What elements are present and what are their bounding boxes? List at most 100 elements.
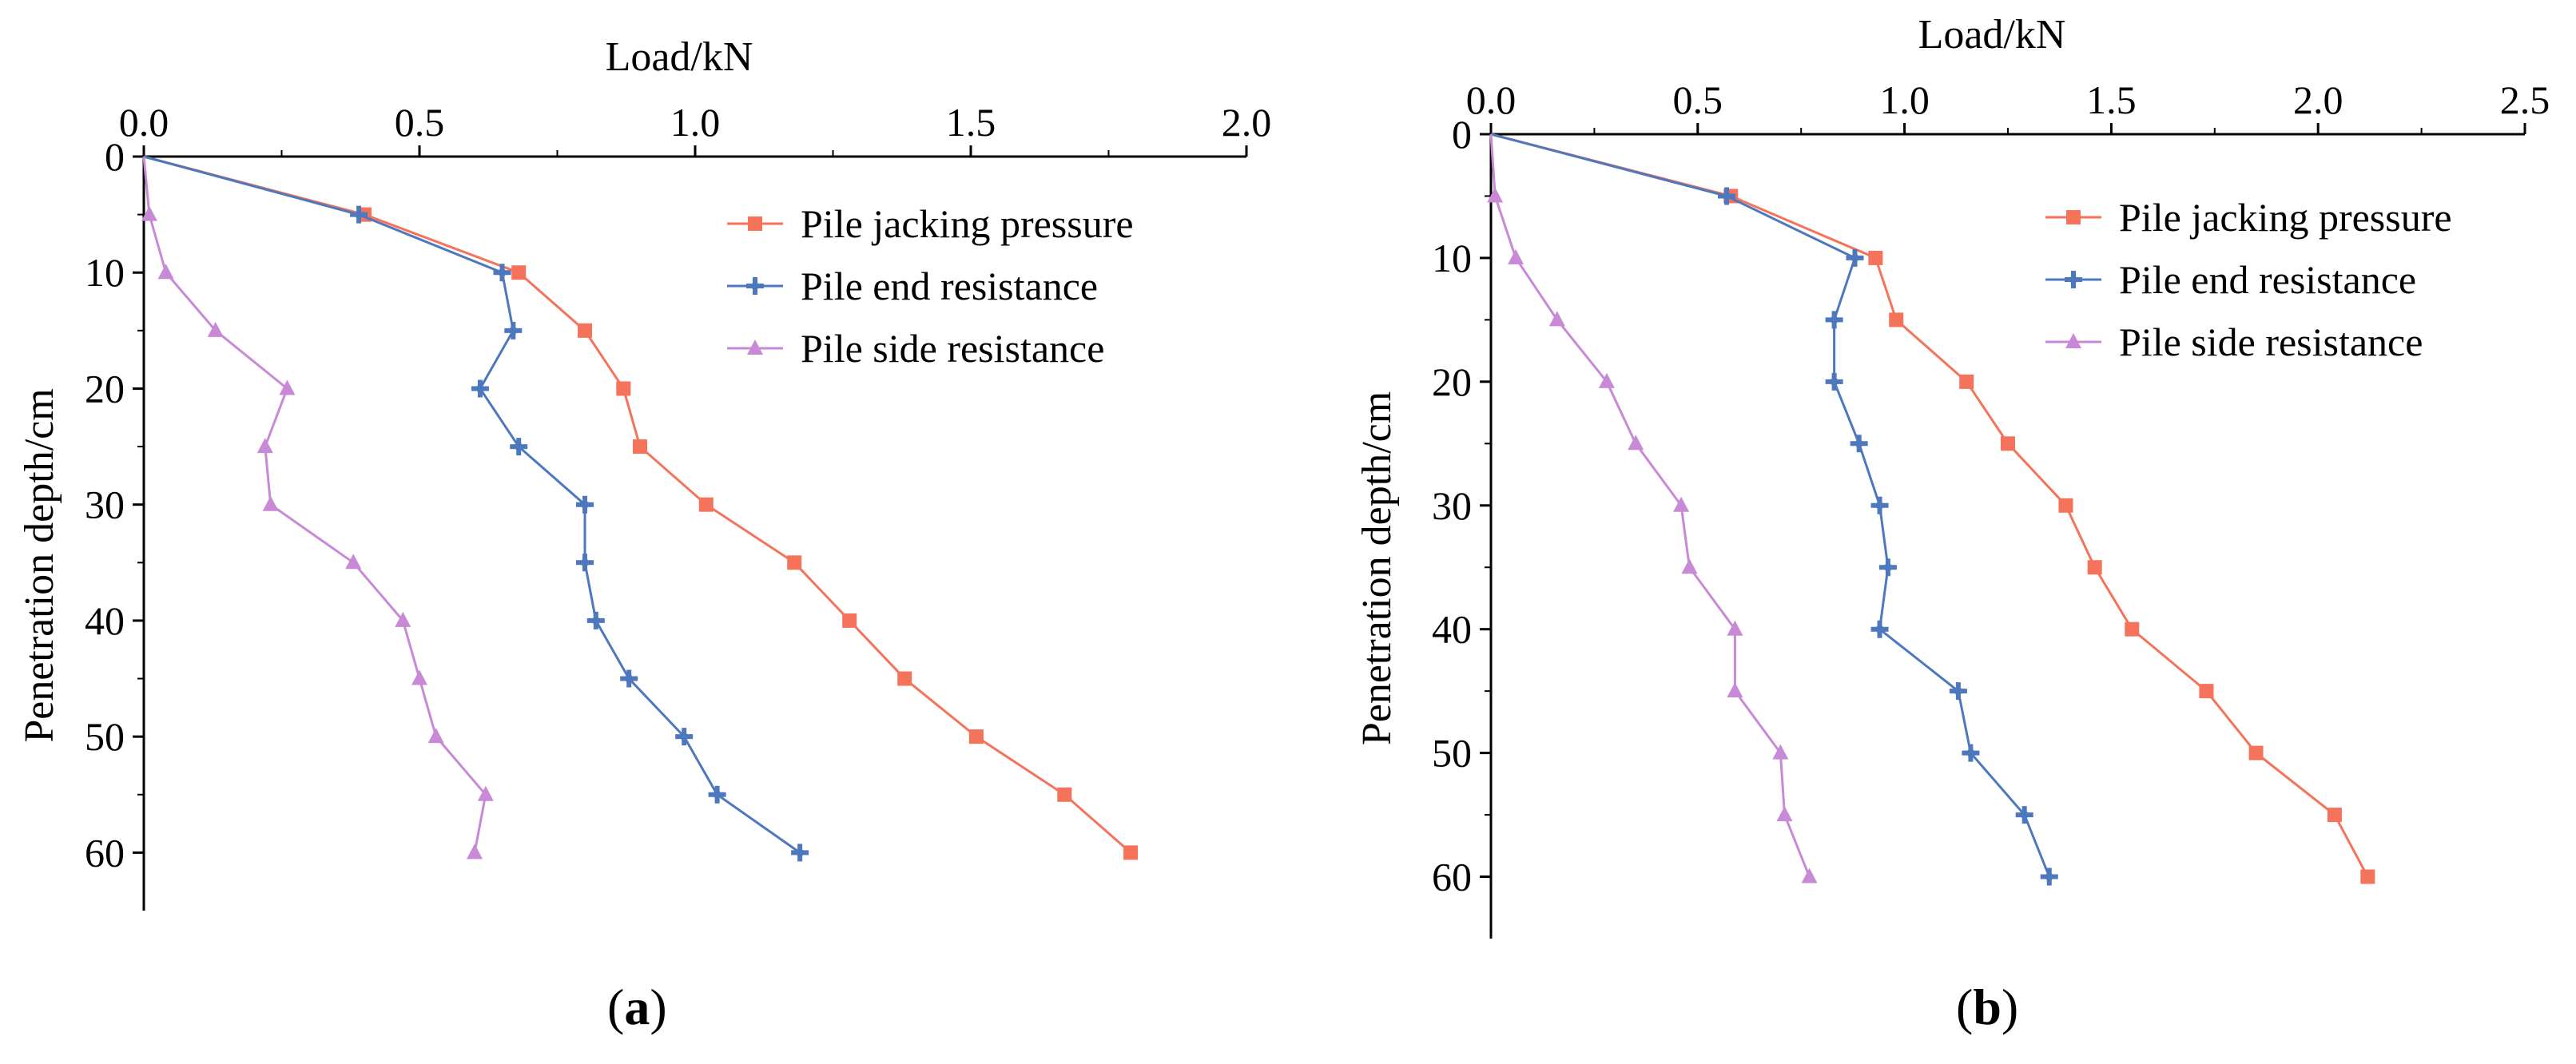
data-point-center [1883,563,1892,572]
data-point [2058,498,2073,513]
data-point [345,554,362,570]
data-point [1598,372,1615,388]
legend-label: Pile end resistance [801,264,1098,308]
x-tick-label: 2.0 [1222,100,1272,145]
data-point [616,381,631,396]
legend-label: Pile end resistance [2119,257,2416,302]
data-point [2199,684,2214,699]
data-point-center [515,443,523,451]
data-point-center [509,326,518,335]
data-point [578,323,592,338]
data-point-center [475,384,484,393]
data-point [1868,250,1883,265]
x-tick-label: 0.0 [119,100,169,145]
legend-marker-center [751,282,759,290]
legend-marker [747,339,763,355]
series-line [143,155,1132,854]
legend-marker [748,216,762,231]
data-point [968,729,984,744]
data-point [787,555,802,570]
data-point [1801,867,1818,883]
data-point-center [498,268,507,277]
data-point-center [1723,192,1731,200]
y-tick-label: 60 [1432,855,1472,899]
y-tick-label: 10 [1432,236,1472,280]
data-point-center [1830,377,1839,386]
data-point [256,438,273,454]
data-point [2360,869,2375,884]
y-tick-label: 50 [85,714,125,759]
data-point [1727,620,1743,636]
series-pile-jacking-pressure [143,155,1139,860]
data-point [2125,621,2140,637]
legend-label: Pile jacking pressure [2119,195,2452,240]
y-tick-label: 60 [85,830,125,875]
data-point-center [581,500,589,509]
data-point [842,613,857,628]
data-point-center [680,732,689,741]
legend-marker [2066,210,2081,224]
y-tick-label: 30 [1432,483,1472,528]
series-line [1490,133,2369,878]
x-tick-label: 0.0 [1466,77,1517,122]
y-tick-label: 30 [85,482,125,527]
y-tick-label: 20 [85,366,125,411]
x-tick-label: 1.0 [1879,77,1930,122]
series-pile-jacking-pressure [1490,133,2375,884]
data-point [1508,248,1525,264]
data-point [427,728,444,744]
data-point-center [1851,253,1859,262]
data-point-center [1954,687,1962,696]
panel-label: (b) [1956,979,2018,1035]
data-point [511,265,527,280]
data-point [207,321,224,337]
data-point [1727,682,1743,698]
data-point [1487,187,1504,203]
x-axis-title: Load/kN [606,34,753,80]
data-point-center [713,790,722,799]
data-point [262,495,279,511]
data-point [1628,435,1644,451]
x-tick-label: 1.0 [670,100,721,145]
y-tick-label: 10 [85,250,125,295]
data-point [477,785,494,801]
legend-marker [2065,333,2081,348]
x-tick-label: 1.5 [946,100,996,145]
data-point [1772,744,1789,760]
series-line [1489,133,1811,878]
x-tick-label: 0.5 [395,100,445,145]
data-point [1123,845,1139,860]
y-tick-label: 50 [1432,731,1472,776]
legend-label: Pile side resistance [2119,320,2423,364]
data-point [1889,312,1904,328]
series-pile-side-resistance [141,156,494,860]
y-tick-label: 0 [1452,112,1472,157]
y-axis-title: Penetration depth/cm [17,388,62,742]
data-point [1959,374,1974,389]
data-point [467,844,483,860]
data-point [395,611,411,627]
data-point-center [591,616,600,625]
data-point [2001,436,2015,451]
data-point-center [581,558,589,567]
data-point-center [1854,439,1863,448]
data-point [1681,558,1698,574]
data-point [2087,560,2102,575]
data-point [141,205,157,221]
series-line [142,156,487,853]
legend-marker-center [2069,276,2077,284]
y-tick-label: 40 [1432,607,1472,652]
data-point [411,669,427,685]
x-axis-title: Load/kN [1918,12,2066,58]
data-point [698,497,714,512]
x-tick-label: 2.0 [2293,77,2343,122]
data-point-center [1830,316,1839,324]
x-tick-label: 0.5 [1673,77,1723,122]
data-point [157,264,174,280]
y-tick-label: 20 [1432,359,1472,404]
series-line [1490,133,2051,878]
legend-label: Pile jacking pressure [801,201,1134,246]
y-tick-label: 0 [105,134,125,179]
data-point [279,379,296,395]
